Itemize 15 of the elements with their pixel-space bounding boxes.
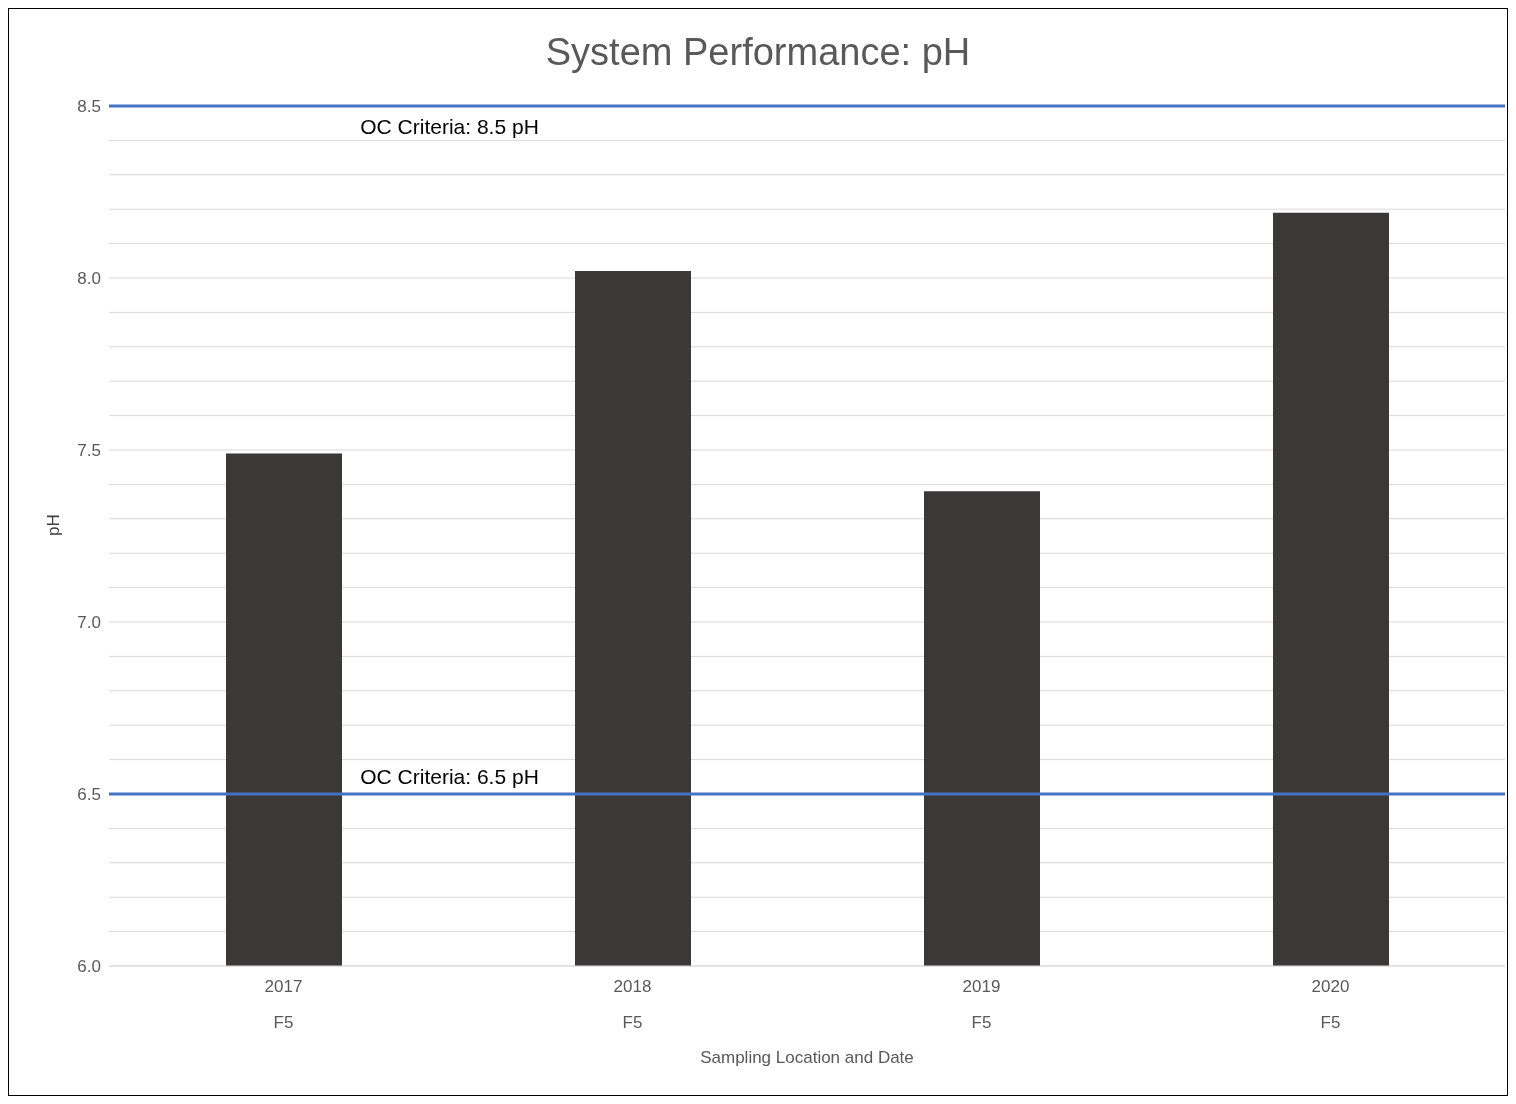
ref-line-label: OC Criteria: 6.5 pH <box>360 765 539 788</box>
x-tick-label: 2018 F5 <box>613 977 652 1032</box>
x-axis-title: Sampling Location and Date <box>700 1048 914 1067</box>
y-tick-label: 8.5 <box>77 97 101 117</box>
ref-line-label: OC Criteria: 8.5 pH <box>360 115 539 138</box>
x-tick-label: 2020 F5 <box>1311 977 1350 1032</box>
y-tick-label: 7.5 <box>77 441 101 461</box>
y-tick-label: 6.5 <box>77 785 101 805</box>
y-tick-label: 7.0 <box>77 613 101 633</box>
y-tick-label: 6.0 <box>77 957 101 977</box>
x-tick-label: 2019 F5 <box>962 977 1001 1032</box>
chart-title: System Performance: pH <box>544 30 972 75</box>
y-tick-label: 8.0 <box>77 269 101 289</box>
y-axis-title: pH <box>44 514 64 536</box>
x-tick-label: 2017 F5 <box>264 977 303 1032</box>
